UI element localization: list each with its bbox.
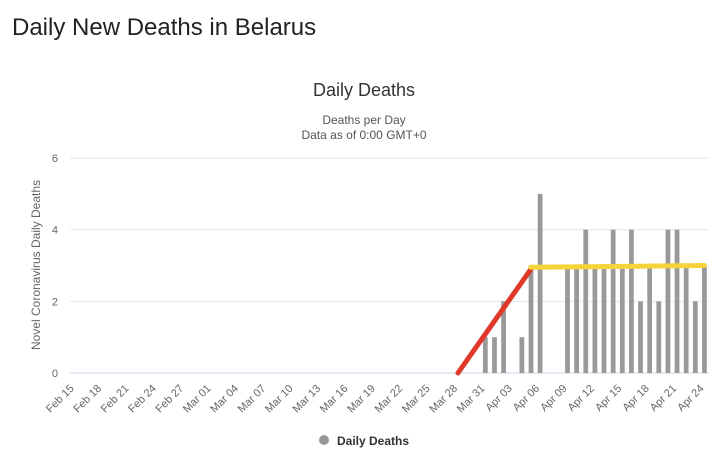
- trend-lines: [455, 263, 707, 376]
- bar[interactable]: [619, 265, 625, 374]
- x-tick-label: Apr 03: [483, 383, 514, 414]
- x-tick-label: Apr 24: [675, 383, 706, 414]
- legend-marker: [319, 435, 329, 445]
- trend-line: [455, 266, 534, 376]
- x-tick-label: Feb 21: [99, 383, 132, 416]
- bar[interactable]: [501, 301, 506, 373]
- bar[interactable]: [528, 265, 534, 374]
- bar[interactable]: [683, 265, 689, 374]
- x-tick-label: Mar 19: [345, 383, 378, 416]
- x-tick-label: Mar 10: [263, 383, 296, 416]
- x-tick-label: Apr 06: [511, 383, 542, 414]
- x-tick-label: Feb 27: [154, 383, 187, 416]
- bar[interactable]: [482, 337, 488, 373]
- page-title: Daily New Deaths in Belarus: [12, 14, 317, 41]
- y-axis-label: Novel Coronavirus Daily Deaths: [29, 180, 43, 350]
- bar[interactable]: [638, 301, 643, 373]
- x-tick-label: Mar 04: [208, 383, 241, 416]
- x-tick-label: Feb 15: [44, 383, 77, 416]
- chart-subtitle: Deaths per Day: [322, 113, 405, 127]
- bar[interactable]: [574, 265, 580, 374]
- x-tick-label: Apr 15: [593, 383, 624, 414]
- bar[interactable]: [537, 193, 543, 373]
- bar[interactable]: [583, 229, 589, 373]
- y-tick-label: 4: [52, 225, 58, 237]
- x-tick-label: Apr 21: [648, 383, 679, 414]
- x-tick-label: Mar 16: [318, 383, 351, 416]
- bar[interactable]: [592, 265, 598, 374]
- legend-label[interactable]: Daily Deaths: [337, 434, 409, 448]
- x-tick-label: Mar 28: [427, 383, 460, 416]
- bar[interactable]: [665, 229, 671, 373]
- x-tick-label: Mar 07: [236, 383, 269, 416]
- bar[interactable]: [674, 229, 680, 373]
- bar[interactable]: [601, 265, 607, 374]
- bar[interactable]: [647, 265, 653, 374]
- bar[interactable]: [629, 229, 634, 373]
- x-tick-label: Feb 18: [71, 383, 104, 416]
- x-tick-label: Apr 09: [538, 383, 569, 414]
- y-tick-label: 2: [52, 296, 58, 308]
- x-tick-label: Mar 13: [290, 383, 323, 416]
- x-tick-label: Mar 31: [455, 383, 488, 416]
- bar[interactable]: [610, 229, 616, 373]
- y-tick-label: 6: [52, 153, 58, 165]
- bar[interactable]: [692, 301, 698, 373]
- bars: [482, 193, 707, 374]
- y-tick-labels: 0 2 4 6: [52, 153, 58, 380]
- x-tick-label: Apr 18: [620, 383, 651, 414]
- bar[interactable]: [565, 265, 570, 374]
- bar[interactable]: [492, 337, 497, 373]
- x-tick-label: Mar 22: [373, 383, 406, 416]
- x-tick-label: Feb 24: [126, 383, 159, 416]
- legend[interactable]: Daily Deaths: [319, 434, 409, 448]
- y-tick-label: 0: [52, 368, 58, 380]
- chart-subtitle-date: Data as of 0:00 GMT+0: [301, 128, 426, 142]
- x-tick-label: Mar 01: [181, 383, 214, 416]
- chart-title: Daily Deaths: [313, 80, 415, 100]
- bar[interactable]: [519, 337, 525, 373]
- bar[interactable]: [656, 301, 662, 373]
- bar[interactable]: [702, 265, 707, 374]
- trend-line: [528, 263, 707, 270]
- x-tick-label: Mar 25: [400, 383, 433, 416]
- x-tick-label: Apr 12: [566, 383, 597, 414]
